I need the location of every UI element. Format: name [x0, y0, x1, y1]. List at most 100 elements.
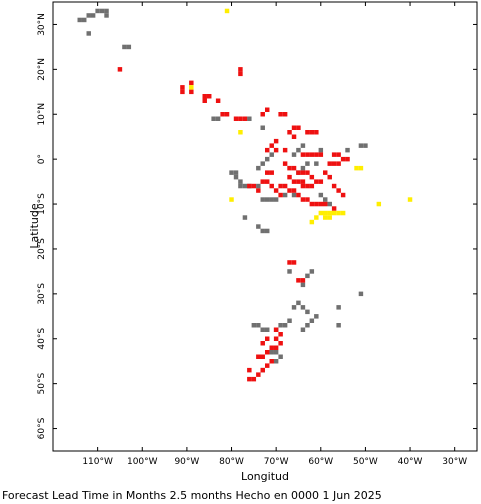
gray-cell [242, 215, 248, 220]
gray-cell [86, 31, 91, 36]
lon-ticks: 110°W 100°W 90°W 80°W 70°W 60°W 50°W 40°W 30°W [82, 2, 467, 467]
red-cell [287, 174, 292, 180]
red-cell [323, 170, 328, 175]
red-cell [260, 341, 265, 346]
yellow-cell [407, 197, 413, 202]
gray-cell [358, 291, 364, 297]
lat-tick-label: 60°S [37, 417, 47, 439]
red-cell [269, 170, 274, 175]
lat-tick-label: 20°N [37, 58, 47, 81]
red-cell [305, 170, 310, 175]
red-cell [309, 201, 315, 207]
gray-cell [260, 197, 265, 202]
red-cell [238, 67, 243, 72]
gray-cell [278, 354, 283, 359]
red-cell [224, 112, 230, 117]
red-cell [309, 183, 315, 189]
gray-cell [82, 17, 87, 23]
yellow-cell [336, 210, 341, 216]
red-cell [260, 112, 265, 117]
red-cell [300, 278, 306, 283]
red-cell [260, 354, 265, 359]
lat-tick-label: 50°S [37, 373, 47, 395]
forecast-caption: Forecast Lead Time in Months 2.5 months … [2, 489, 382, 502]
lon-tick-label: 60°W [308, 457, 333, 467]
gray-cell [300, 165, 306, 171]
gray-cell [233, 170, 239, 175]
lat-ticks: 30°N 20°N 10°N 0° 10°S 20°S 30°S 40°S 50°S 60°S [37, 13, 477, 439]
red-cell [189, 80, 194, 86]
lon-tick-label: 50°W [353, 457, 378, 467]
red-cell [305, 183, 310, 189]
lon-tick-label: 90°W [174, 457, 199, 467]
red-cell [256, 372, 261, 377]
red-cell [238, 116, 243, 121]
gray-cell [305, 309, 310, 315]
red-cell [273, 327, 279, 332]
gray-cell [300, 327, 306, 332]
red-cell [291, 134, 297, 139]
red-cell [273, 147, 279, 153]
red-cell [309, 174, 315, 180]
lat-tick-label: 40°S [37, 328, 47, 350]
red-cell [265, 170, 270, 175]
gray-cell [336, 305, 341, 310]
gray-cell [238, 183, 243, 189]
red-cell [269, 183, 274, 189]
red-cell [282, 147, 288, 153]
gray-cell [296, 147, 301, 153]
red-cell [300, 197, 306, 202]
gray-cell [265, 228, 270, 234]
red-cell [273, 138, 279, 144]
red-cell [238, 71, 243, 77]
gray-cell [363, 143, 368, 148]
red-cell [180, 89, 185, 95]
gray-cell [86, 13, 91, 18]
gray-cell [336, 323, 341, 328]
gray-cell [99, 8, 105, 14]
gray-cell [287, 269, 292, 274]
lat-tick-label: 30°S [37, 283, 47, 305]
gray-cell [291, 192, 297, 198]
red-cell [278, 341, 283, 346]
yellow-cell [354, 165, 359, 171]
yellow-cell [358, 165, 364, 171]
gray-cell [287, 318, 292, 323]
yellow-cell [224, 8, 230, 14]
yellow-cell [229, 197, 234, 202]
gray-cell [314, 314, 319, 319]
gray-cell [273, 359, 279, 364]
yellow-cell [323, 210, 328, 216]
yellow-cell [318, 210, 324, 216]
red-cell [278, 183, 283, 189]
gray-cell [238, 179, 243, 184]
gray-cell [278, 323, 283, 328]
lat-tick-label: 30°N [37, 13, 47, 36]
gray-cell [318, 192, 324, 198]
yellow-cell [340, 210, 346, 216]
red-cell [287, 130, 292, 135]
yellow-cell [189, 85, 194, 90]
y-axis-title: Latitude [28, 203, 41, 249]
plot-frame [52, 1, 478, 452]
red-cell [256, 354, 261, 359]
gray-cell [95, 8, 100, 14]
red-cell [278, 112, 283, 117]
red-cell [282, 112, 288, 117]
gray-cell [260, 161, 265, 166]
gray-cell [260, 228, 265, 234]
gray-cell [327, 201, 332, 207]
red-cell [117, 67, 123, 72]
gray-cell [323, 197, 328, 202]
gray-cell [256, 323, 261, 328]
map-plot: 110°W 100°W 90°W 80°W 70°W 60°W 50°W 40°W 30°W 3… [28, 1, 478, 483]
red-cell [207, 94, 212, 99]
red-cell [305, 197, 310, 202]
red-cell [278, 332, 283, 337]
red-cell [256, 188, 261, 193]
gray-cell [260, 125, 265, 130]
red-cell [318, 201, 324, 207]
red-cell [309, 130, 315, 135]
red-cell [251, 183, 257, 189]
red-cell [220, 112, 225, 117]
